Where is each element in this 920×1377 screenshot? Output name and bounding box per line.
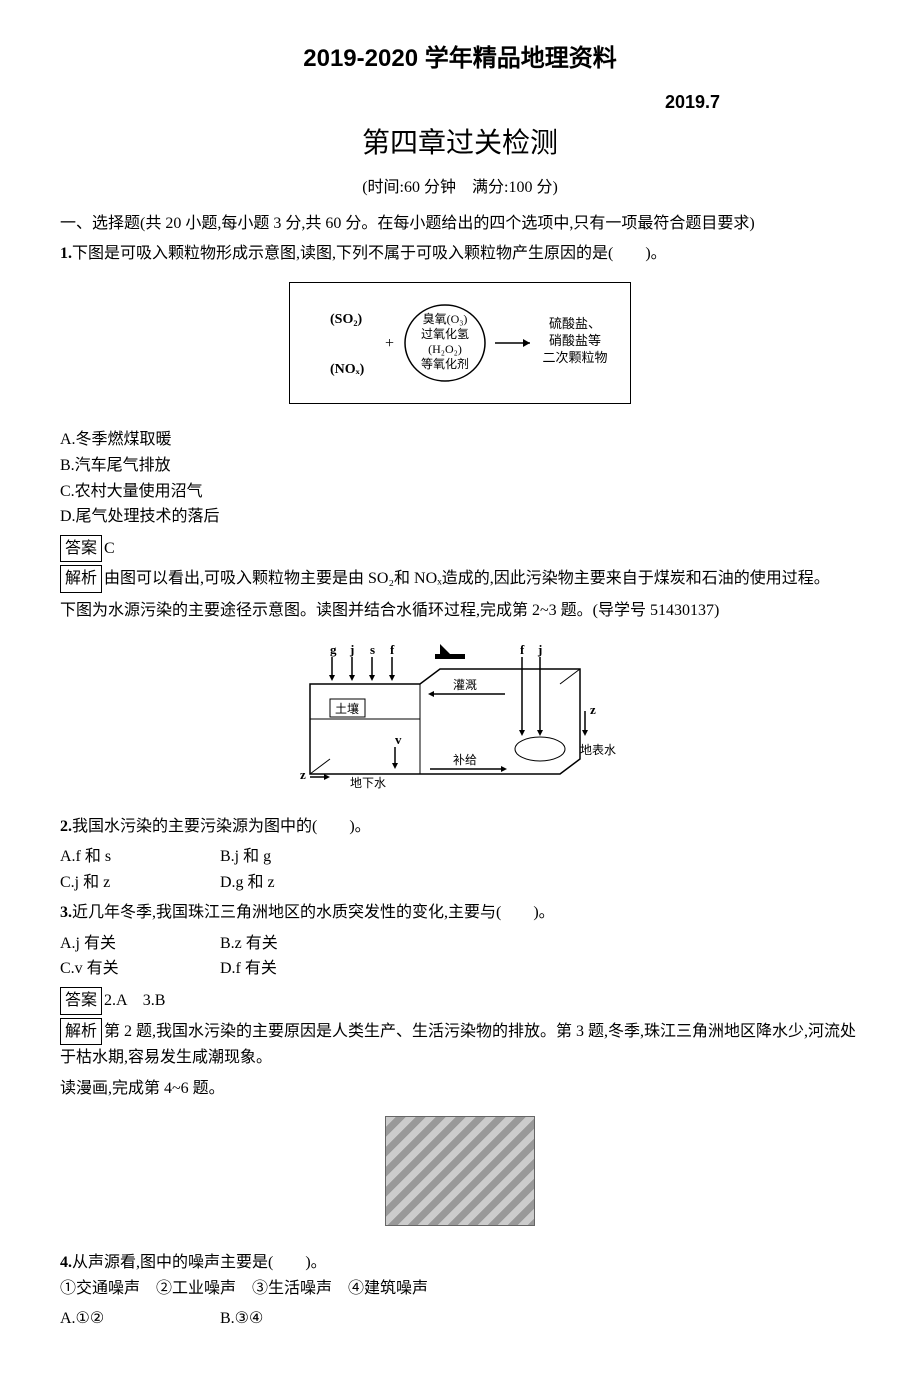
q3-options: A.j 有关 B.z 有关 C.v 有关 D.f 有关 [60,931,860,982]
nitrate-label: 硝酸盐等 [549,333,601,348]
surface-label: 地表水 [580,743,616,757]
arrow-f-head [389,675,395,681]
q1-analysis-line: 解析由图可以看出,可吸入颗粒物主要是由 SO₂和 NOₓ造成的,因此污染物主要来… [60,565,860,593]
irrigation-label: 灌溉 [453,678,477,692]
q3-opt-a: A.j 有关 [60,931,220,957]
q1-opt-d: D.尾气处理技术的落后 [60,504,860,530]
j2-label: j [537,642,542,657]
q3-opt-d: D.f 有关 [220,956,380,982]
exam-info: (时间:60 分钟 满分:100 分) [60,175,860,201]
surface-water-ellipse [515,737,565,761]
question-1: 1.下图是可吸入颗粒物形成示意图,读图,下列不属于可吸入颗粒物产生原因的是( )… [60,241,860,267]
arrow-s-head [369,675,375,681]
g-label: g [330,642,337,657]
answer-label-23: 答案 [60,987,102,1015]
edge-3 [560,669,580,684]
ans23-line: 答案2.A 3.B [60,987,860,1015]
question-3-text: 近几年冬季,我国珠江三角洲地区的水质突发性的变化,主要与( )。 [72,904,555,921]
q4-opt-b: B.③④ [220,1306,380,1332]
arrow-head [523,339,530,347]
arrow-f2-head [519,730,525,736]
sulfate-label: 硫酸盐、 [549,316,601,331]
q3-opt-b: B.z 有关 [220,931,380,957]
figure-2: g j s f f j 土壤 灌溉 地表水 地下水 补给 v [60,639,860,799]
q2-opt-b: B.j 和 g [220,844,380,870]
answer-label: 答案 [60,535,102,563]
doc-header-title: 2019-2020 学年精品地理资料 [60,40,860,78]
j-label: j [349,642,354,657]
edge-2 [560,759,580,774]
arrow-g-head [329,675,335,681]
z1-head [324,774,330,780]
question-4: 4.从声源看,图中的噪声主要是( )。 [60,1250,860,1276]
v-head [392,763,398,769]
question-2: 2.我国水污染的主要污染源为图中的( )。 [60,814,860,840]
irrigation-head [428,691,434,697]
figure-3 [60,1116,860,1235]
context-46: 读漫画,完成第 4~6 题。 [60,1076,860,1102]
nox-label: (NOₓ) [330,362,365,377]
house-icon [435,644,465,659]
q1-answer: C [104,540,115,557]
chapter-title: 第四章过关检测 [60,122,860,167]
q1-options: A.冬季燃煤取暖 B.汽车尾气排放 C.农村大量使用沼气 D.尾气处理技术的落后 [60,427,860,529]
f-label: f [390,642,395,657]
z2-head [582,730,588,736]
plus-sign: + [385,335,394,352]
supply-head [501,766,507,772]
analysis23-line: 解析第 2 题,我国水污染的主要原因是人类生产、生活污染物的排放。第 3 题,冬… [60,1018,860,1071]
v-label: v [395,732,402,747]
q1-opt-b: B.汽车尾气排放 [60,453,860,479]
q2-options: A.f 和 s B.j 和 g C.j 和 z D.g 和 z [60,844,860,895]
analysis-label: 解析 [60,565,102,593]
edge-1 [310,759,330,774]
question-2-text: 我国水污染的主要污染源为图中的( )。 [72,818,371,835]
q1-analysis: 由图可以看出,可吸入颗粒物主要是由 SO₂和 NOₓ造成的,因此污染物主要来自于… [104,570,830,587]
z2-label: z [590,702,596,717]
h2o2-label: (H₂O₂) [428,342,462,356]
ground-label: 地下水 [350,776,386,790]
arrow-j-head [349,675,355,681]
ans23-analysis: 第 2 题,我国水污染的主要原因是人类生产、生活污染物的排放。第 3 题,冬季,… [60,1023,856,1067]
diagram-2-svg: g j s f f j 土壤 灌溉 地表水 地下水 补给 v [290,639,630,799]
context-23: 下图为水源污染的主要途径示意图。读图并结合水循环过程,完成第 2~3 题。(导学… [60,598,860,624]
supply-label: 补给 [453,753,477,767]
question-1-text: 下图是可吸入颗粒物形成示意图,读图,下列不属于可吸入颗粒物产生原因的是( )。 [72,245,667,262]
doc-header-date: 2019.7 [60,88,860,117]
question-3-num: 3. [60,904,72,921]
particles-label: 二次颗粒物 [542,350,607,365]
q4-options: A.①② B.③④ [60,1306,860,1332]
ans23-answer: 2.A 3.B [104,992,165,1009]
q2-opt-a: A.f 和 s [60,844,220,870]
z1-label: z [300,767,306,782]
q2-opt-c: C.j 和 z [60,870,220,896]
q2-opt-d: D.g 和 z [220,870,380,896]
question-3: 3.近几年冬季,我国珠江三角洲地区的水质突发性的变化,主要与( )。 [60,900,860,926]
q3-opt-c: C.v 有关 [60,956,220,982]
analysis-label-23: 解析 [60,1018,102,1046]
q1-opt-a: A.冬季燃煤取暖 [60,427,860,453]
oxidizer-label: 等氧化剂 [421,356,469,371]
s-label: s [370,642,375,657]
q4-opt-a: A.①② [60,1306,220,1332]
so2-label: (SO₂) [330,312,363,327]
peroxide-label: 过氧化氢 [421,326,469,341]
question-1-num: 1. [60,245,72,262]
diagram-1-svg: (SO₂) (NOₓ) + 臭氧(O₃) 过氧化氢 (H₂O₂) 等氧化剂 硫酸… [310,298,610,388]
cartoon-image [385,1116,535,1226]
f2-label: f [520,642,525,657]
figure-1-box: (SO₂) (NOₓ) + 臭氧(O₃) 过氧化氢 (H₂O₂) 等氧化剂 硫酸… [289,282,631,404]
question-4-text: 从声源看,图中的噪声主要是( )。 [72,1254,327,1271]
section-1-header: 一、选择题(共 20 小题,每小题 3 分,共 60 分。在每小题给出的四个选项… [60,211,860,237]
question-2-num: 2. [60,818,72,835]
soil-label: 土壤 [335,701,359,716]
q4-items: ①交通噪声 ②工业噪声 ③生活噪声 ④建筑噪声 [60,1276,860,1302]
question-4-num: 4. [60,1254,72,1271]
q1-opt-c: C.农村大量使用沼气 [60,479,860,505]
ozone-label: 臭氧(O₃) [423,311,468,326]
figure-1: (SO₂) (NOₓ) + 臭氧(O₃) 过氧化氢 (H₂O₂) 等氧化剂 硫酸… [60,282,860,413]
arrow-j2-head [537,730,543,736]
q1-answer-line: 答案C [60,535,860,563]
